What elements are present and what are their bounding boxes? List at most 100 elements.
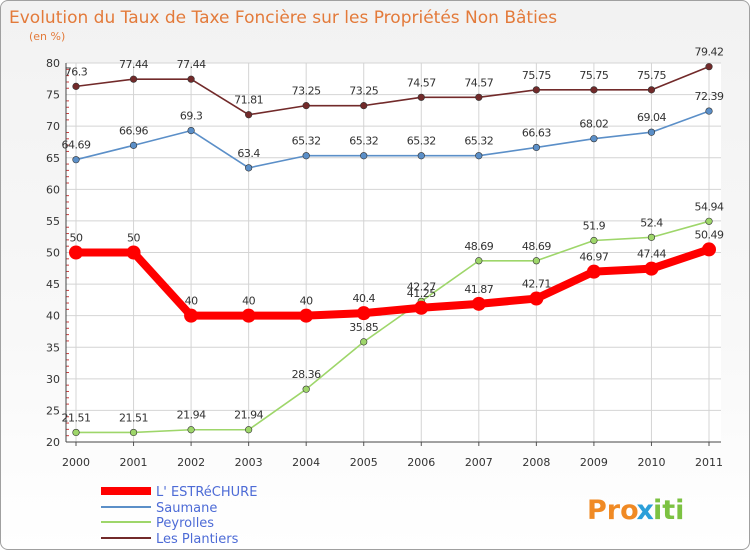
data-label: 21.51 [62,411,91,424]
data-label: 41.87 [464,283,493,296]
data-label: 52.4 [640,216,663,229]
y-tick-label: 35 [46,341,60,354]
data-label: 35.85 [349,321,378,334]
data-label: 77.44 [177,58,206,71]
data-point [590,86,598,94]
data-point [356,306,371,321]
data-label: 65.32 [349,135,378,148]
y-tick-label: 50 [46,247,60,260]
data-point [529,291,544,306]
x-tick-label: 2005 [350,456,378,469]
data-point [532,86,540,94]
data-point [302,152,310,160]
data-point [705,107,713,115]
data-label: 75.75 [637,69,666,82]
data-point [126,245,141,260]
data-label: 79.42 [695,46,724,59]
legend-label: Saumane [156,501,217,516]
data-label: 48.69 [464,240,493,253]
x-tick-label: 2000 [62,456,90,469]
y-tick-label: 65 [46,152,60,165]
data-point [69,245,83,260]
data-label: 71.81 [234,94,263,107]
data-label: 73.25 [292,85,321,98]
data-label: 42.27 [407,280,436,293]
data-label: 65.32 [292,135,321,148]
logo-part: x [637,495,654,526]
data-point [417,152,425,160]
data-label: 41.25 [407,287,436,300]
data-label: 48.69 [522,240,551,253]
data-label: 51.9 [583,219,606,232]
data-point [475,257,483,265]
data-label: 47.44 [637,248,666,261]
data-point [129,428,138,437]
data-point [644,261,659,276]
data-label: 75.75 [579,69,608,82]
data-label: 69.3 [180,110,203,123]
data-point [360,338,368,346]
data-point [72,428,80,437]
data-label: 21.51 [119,411,148,424]
data-label: 54.94 [695,200,724,213]
data-label: 42.71 [522,278,551,291]
legend-label: Peyrolles [156,516,214,531]
x-tick-label: 2004 [292,456,320,469]
data-label: 21.94 [177,409,206,422]
data-label: 69.04 [637,111,666,124]
y-tick-label: 40 [46,310,60,323]
x-tick-label: 2007 [465,456,493,469]
data-label: 73.25 [349,85,378,98]
logo-part: Pro [587,495,639,526]
data-point [532,143,540,152]
data-point [705,217,713,225]
data-label: 76.3 [65,65,88,78]
data-label: 40 [185,295,198,308]
legend-label: Les Plantiers [156,532,239,547]
data-label: 40.4 [352,292,375,305]
data-point [475,152,483,160]
data-point [414,300,429,315]
data-point [360,102,368,110]
x-tick-label: 2006 [407,456,435,469]
data-label: 40 [242,295,255,308]
x-tick-label: 2008 [522,456,550,469]
series-line [76,245,711,320]
data-point [245,426,253,434]
y-tick-label: 20 [46,436,60,449]
data-label: 28.36 [292,368,321,381]
data-label: 65.32 [407,135,436,148]
data-point [245,111,253,119]
data-point [241,308,256,323]
data-point [129,141,138,149]
data-label: 50 [70,232,83,245]
data-label: 66.63 [522,126,551,139]
x-tick-label: 2003 [235,456,263,469]
data-point [590,135,598,143]
data-point [705,63,713,71]
data-label: 40 [300,295,313,308]
data-point [187,75,195,83]
data-label: 77.44 [119,58,148,71]
x-tick-label: 2009 [580,456,608,469]
series-line [76,220,710,434]
data-label: 74.57 [464,76,493,89]
data-label: 21.94 [234,409,263,422]
data-point [475,93,483,101]
y-tick-label: 75 [46,89,60,102]
y-tick-label: 45 [46,278,60,291]
data-point [302,102,310,110]
series-line [75,110,710,169]
data-point [417,93,425,101]
data-point [184,308,199,323]
data-label: 63.4 [237,147,260,160]
y-tick-label: 55 [46,215,60,228]
data-point [187,426,195,434]
legend-label: L' ESTRéCHURE [156,485,257,500]
data-point [647,86,656,94]
grid [66,62,721,443]
